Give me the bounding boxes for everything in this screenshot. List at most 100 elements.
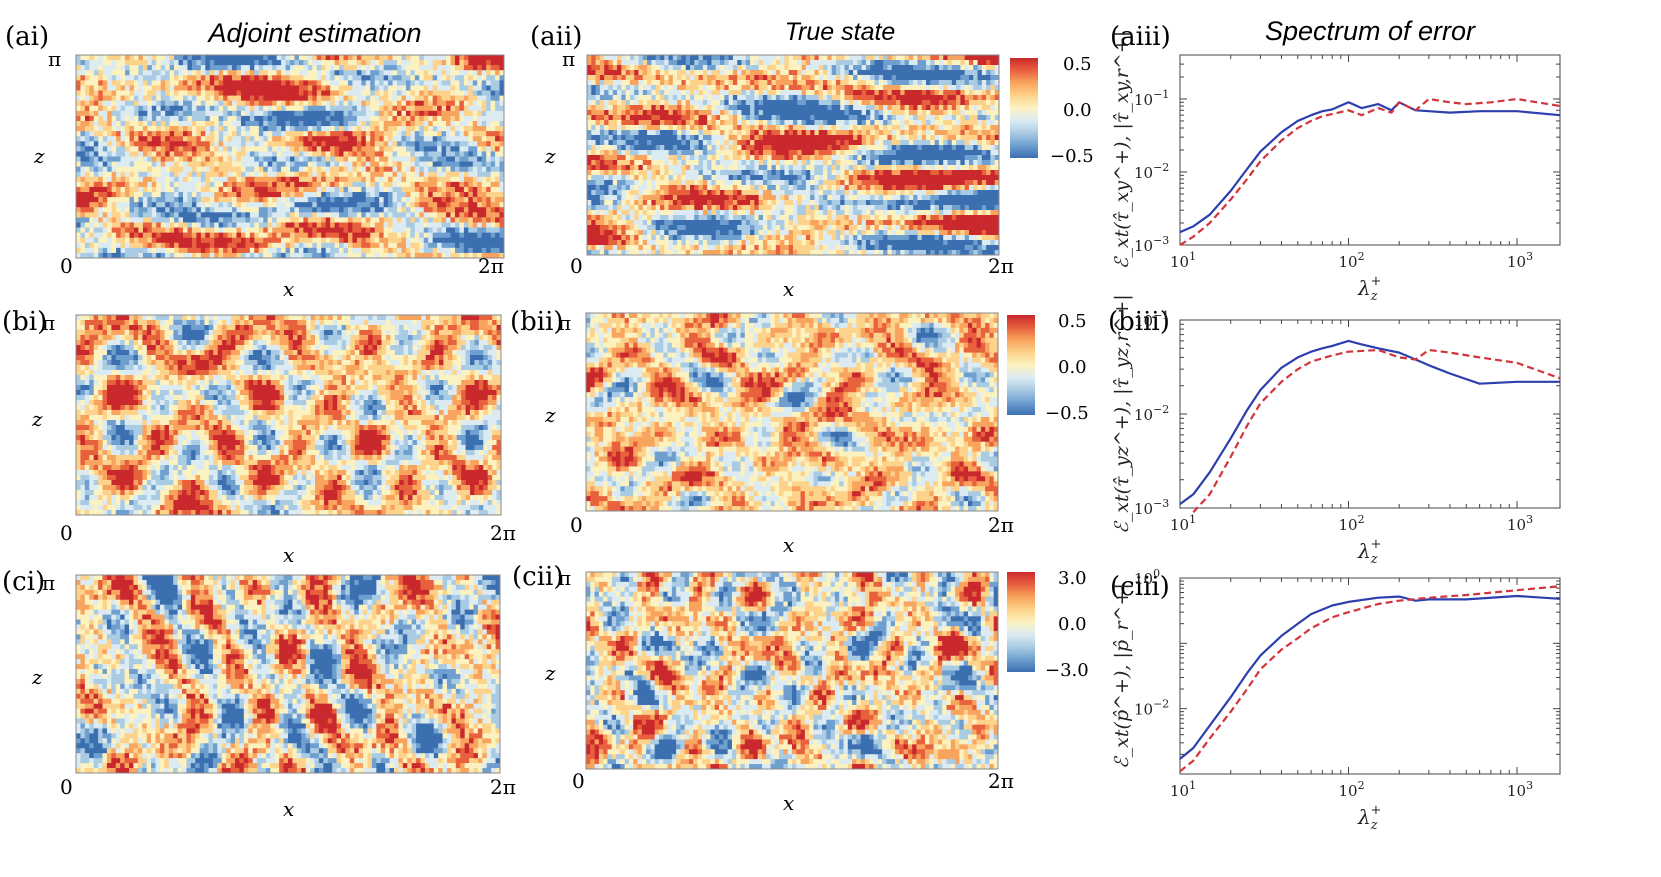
field-cell xyxy=(423,55,429,61)
field-cell xyxy=(352,105,358,112)
field-cell xyxy=(227,237,233,244)
field-cell xyxy=(423,227,429,234)
field-cell xyxy=(93,171,99,178)
field-cell xyxy=(183,75,188,81)
field-cell xyxy=(951,85,957,91)
field-cell xyxy=(294,161,300,168)
field-cell xyxy=(926,110,931,116)
field-cell xyxy=(187,252,193,259)
field-cell xyxy=(151,171,157,178)
field-cell xyxy=(801,90,807,96)
field-cell xyxy=(638,105,644,111)
field-cell xyxy=(370,126,376,132)
field-cell xyxy=(981,85,987,91)
field-cell xyxy=(698,85,704,91)
field-cell xyxy=(334,161,340,168)
field-cell xyxy=(499,166,505,173)
field-cell xyxy=(129,136,135,142)
field-cell xyxy=(84,85,90,91)
field-cell xyxy=(793,75,798,81)
field-cell xyxy=(263,166,269,173)
field-cell xyxy=(272,80,278,86)
field-cell xyxy=(187,146,193,152)
field-cell xyxy=(285,146,291,152)
field-cell xyxy=(990,75,996,81)
field-cell xyxy=(361,141,367,147)
field-cell xyxy=(414,105,420,112)
field-cell xyxy=(441,171,447,178)
field-cell xyxy=(165,176,171,183)
field-cell xyxy=(655,95,661,101)
field-cell xyxy=(142,192,148,198)
field-cell xyxy=(111,70,117,76)
field-cell xyxy=(383,227,389,234)
field-cell xyxy=(638,95,644,101)
field-cell xyxy=(472,115,478,122)
field-cell xyxy=(294,156,300,162)
field-cell xyxy=(254,242,260,249)
field-cell xyxy=(93,212,99,218)
field-cell xyxy=(651,75,657,81)
field-cell xyxy=(89,151,95,157)
field-cell xyxy=(891,110,897,116)
field-cell xyxy=(249,136,255,142)
field-cell xyxy=(446,95,451,102)
field-cell xyxy=(419,237,425,244)
field-cell xyxy=(93,207,99,213)
field-cell xyxy=(450,105,456,112)
field-cell xyxy=(165,217,171,223)
field-cell xyxy=(964,100,970,106)
field-cell xyxy=(223,176,228,183)
field-cell xyxy=(793,95,798,101)
field-cell xyxy=(788,90,794,96)
field-cell xyxy=(339,141,344,147)
field-cell xyxy=(160,207,166,213)
field-cell xyxy=(913,95,918,101)
field-cell xyxy=(468,75,474,81)
field-cell xyxy=(147,65,153,71)
field-cell xyxy=(857,85,863,91)
field-cell xyxy=(844,55,850,61)
field-cell xyxy=(107,166,113,173)
field-cell xyxy=(249,247,255,254)
field-cell xyxy=(102,110,108,117)
field-cell xyxy=(401,65,407,71)
field-cell xyxy=(245,120,251,127)
field-cell xyxy=(281,126,286,132)
field-cell xyxy=(321,207,327,213)
field-cell xyxy=(290,222,295,228)
field-cell xyxy=(745,85,751,91)
field-cell xyxy=(943,100,948,106)
field-cell xyxy=(758,80,764,86)
field-cell xyxy=(183,120,188,127)
field-cell xyxy=(651,105,657,111)
field-cell xyxy=(84,105,90,112)
field-cell xyxy=(463,120,469,127)
field-cell xyxy=(383,80,389,86)
field-cell xyxy=(397,161,402,168)
field-cell xyxy=(844,65,850,71)
field-cell xyxy=(352,146,358,152)
field-cell xyxy=(169,202,175,208)
field-cell xyxy=(102,217,108,223)
field-cell xyxy=(214,80,220,86)
field-cell xyxy=(258,95,264,102)
field-cell xyxy=(312,80,318,86)
field-cell xyxy=(383,186,389,193)
field-cell xyxy=(356,197,362,203)
field-cell xyxy=(490,192,496,198)
field-cell xyxy=(677,55,682,61)
field-cell xyxy=(147,156,153,162)
field-cell xyxy=(446,115,451,122)
field-cell xyxy=(89,181,95,188)
field-cell xyxy=(495,181,500,188)
field-cell xyxy=(405,100,411,107)
field-cell xyxy=(441,212,447,218)
field-cell xyxy=(312,146,318,152)
field-cell xyxy=(263,80,269,86)
field-cell xyxy=(668,110,674,116)
field-cell xyxy=(316,55,322,61)
field-cell xyxy=(870,80,875,86)
field-cell xyxy=(481,252,487,259)
field-cell xyxy=(591,65,596,71)
